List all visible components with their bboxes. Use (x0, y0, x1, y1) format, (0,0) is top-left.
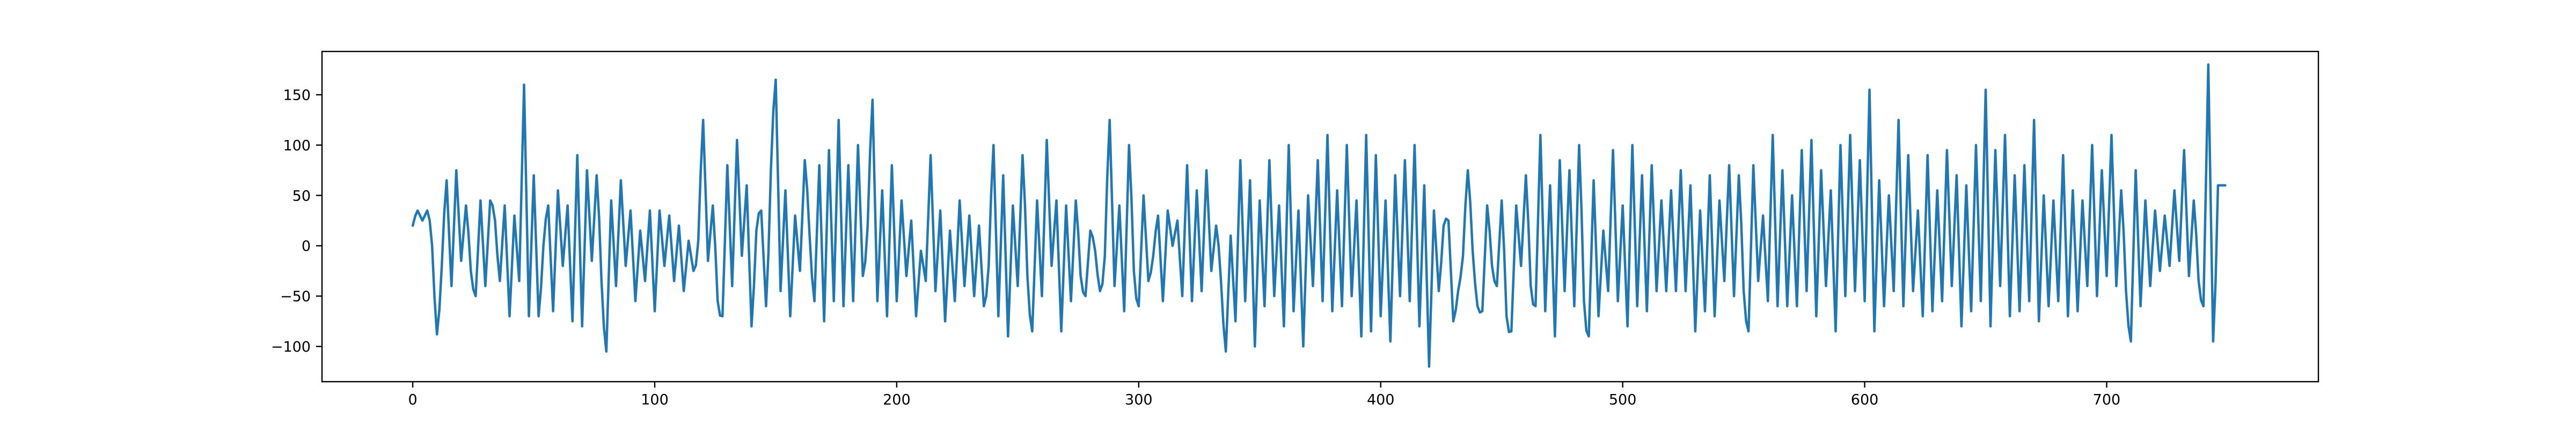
y-tick-label: 150 (283, 87, 311, 103)
series-layer (411, 63, 2227, 368)
axes (321, 50, 2319, 383)
y-tick-label: −100 (271, 339, 311, 355)
x-tick-label: 500 (1609, 392, 1637, 408)
y-tick-label: −50 (280, 288, 311, 305)
x-tick-label: 300 (1125, 392, 1153, 408)
y-tick-label: 50 (292, 188, 311, 204)
tick-layer: 0 100 200 300 400 500 600 700 −100 −50 0 50 100 150 (271, 87, 2120, 408)
x-tick-label: 400 (1367, 392, 1395, 408)
y-tick-label: 0 (302, 238, 311, 255)
x-tick-label: 0 (408, 392, 417, 408)
x-tick-label: 100 (641, 392, 669, 408)
y-tick-label: 100 (283, 137, 311, 154)
axes-frame (321, 50, 2319, 383)
x-tick-label: 700 (2093, 392, 2121, 408)
x-tick-label: 600 (1851, 392, 1879, 408)
series-line (411, 63, 2227, 368)
x-tick-label: 200 (883, 392, 911, 408)
